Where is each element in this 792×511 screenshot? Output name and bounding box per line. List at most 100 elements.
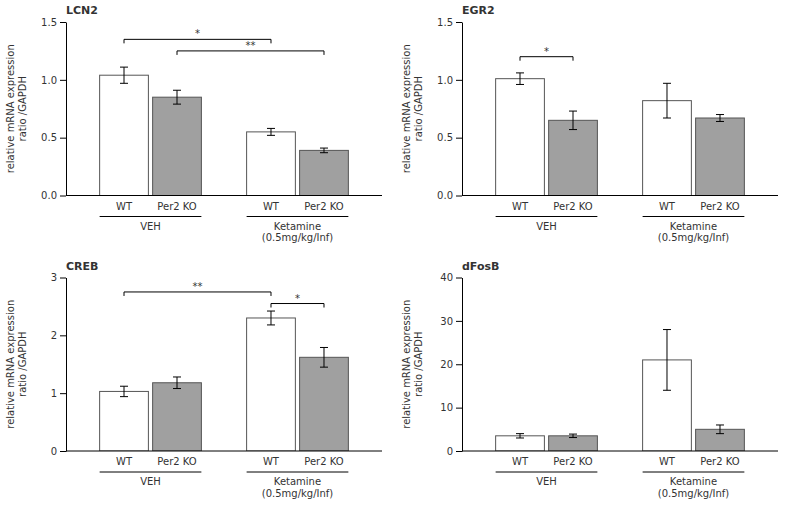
bar-label: Per2 KO (553, 456, 592, 467)
y-axis: 010203040 (440, 272, 462, 457)
significance-bracket (124, 292, 271, 296)
group-underline (643, 472, 745, 473)
y-tick-mark (456, 22, 462, 23)
x-axis-line (462, 195, 778, 196)
y-tick-mark (60, 80, 66, 81)
y-tick-label: 40 (440, 272, 453, 283)
y-tick: 1 (51, 388, 66, 399)
y-axis: 0123 (51, 272, 67, 457)
bar-label: WT (512, 456, 529, 467)
significance-label: * (544, 46, 549, 57)
y-tick-label: 0.5 (437, 132, 453, 143)
bar (696, 118, 745, 195)
plot-marks (496, 330, 745, 451)
bar-label: WT (116, 201, 133, 212)
error-bar (120, 67, 128, 83)
error-bar (569, 111, 577, 130)
y-tick-mark (60, 393, 66, 394)
y-axis-title: relative mRNA expressionratio /GAPDH (401, 44, 424, 173)
error-bar (267, 128, 275, 135)
x-axis-line (66, 451, 382, 452)
y-tick-label: 30 (440, 316, 453, 327)
y-axis-title: relative mRNA expressionratio /GAPDH (5, 300, 28, 429)
bar-label: Per2 KO (157, 456, 196, 467)
y-tick-mark (60, 335, 66, 336)
bar-label: WT (512, 201, 529, 212)
error-bar (663, 83, 671, 118)
bar (153, 97, 202, 195)
y-tick: 40 (440, 272, 462, 283)
group-underline (100, 472, 202, 473)
panel: 0.00.51.01.5WTPer2 KOVEHWTPer2 KOKetamin… (5, 4, 382, 243)
y-tick: 1.5 (437, 17, 462, 28)
y-tick-label: 1.5 (437, 17, 453, 28)
y-tick-mark (60, 278, 66, 279)
group-label: VEH (140, 221, 161, 232)
y-tick: 0.0 (41, 190, 66, 201)
bar-label: Per2 KO (304, 456, 343, 467)
bar-label: Per2 KO (700, 456, 739, 467)
group-underline (247, 472, 349, 473)
y-tick: 30 (440, 316, 462, 327)
y-tick: 2 (51, 330, 66, 341)
error-bar (173, 377, 181, 389)
y-tick-label: 2 (51, 330, 57, 341)
y-tick-label: 1 (51, 388, 57, 399)
y-tick: 10 (440, 402, 462, 413)
error-bar (320, 347, 328, 367)
plot-marks (100, 67, 349, 195)
group-label: Ketamine(0.5mg/kg/Inf) (262, 476, 334, 499)
bar-label: WT (659, 201, 676, 212)
significance-label: ** (245, 40, 255, 51)
y-tick: 0 (51, 446, 66, 457)
y-tick-label: 1.5 (41, 17, 57, 28)
x-axis-line (66, 195, 382, 196)
error-bar (173, 90, 181, 104)
y-axis-line (66, 278, 67, 452)
panel: 010203040WTPer2 KOVEHWTPer2 KOKetamine(0… (401, 260, 778, 499)
y-tick: 0.5 (437, 132, 462, 143)
y-tick: 1.0 (41, 75, 66, 86)
y-tick-label: 1.0 (41, 75, 57, 86)
y-tick-label: 10 (440, 402, 453, 413)
bar (300, 150, 349, 195)
y-tick-mark (456, 364, 462, 365)
bar-label: WT (263, 201, 280, 212)
error-bar (320, 148, 328, 153)
y-tick-mark (456, 80, 462, 81)
significance-bracket (520, 57, 573, 61)
error-bar (120, 386, 128, 396)
y-tick-mark (60, 196, 66, 197)
panel-title: LCN2 (66, 4, 98, 17)
bar (300, 357, 349, 451)
group-label: VEH (140, 476, 161, 487)
bar (549, 120, 598, 195)
group-label: VEH (536, 221, 557, 232)
group-underline (247, 216, 349, 217)
error-bar (516, 434, 524, 438)
panel-title: dFosB (462, 260, 499, 273)
y-tick: 20 (440, 359, 462, 370)
y-axis-line (66, 23, 67, 197)
group-underline (496, 216, 598, 217)
y-tick-mark (456, 451, 462, 452)
y-tick-mark (60, 22, 66, 23)
bar-label: Per2 KO (700, 201, 739, 212)
group-underline (496, 472, 598, 473)
bar-label: Per2 KO (553, 201, 592, 212)
significance-label: * (295, 293, 300, 304)
y-axis-line (462, 23, 463, 197)
y-tick: 0.5 (41, 132, 66, 143)
significance-bracket (177, 51, 324, 55)
y-tick-mark (456, 278, 462, 279)
bar-label: WT (263, 456, 280, 467)
significance-bracket (271, 304, 324, 308)
group-underline (100, 216, 202, 217)
error-bar (569, 434, 577, 437)
y-tick-mark (456, 408, 462, 409)
error-bar (716, 425, 724, 434)
bar (153, 383, 202, 451)
y-tick-label: 0.0 (437, 190, 453, 201)
panel: 0.00.51.01.5WTPer2 KOVEHWTPer2 KOKetamin… (401, 4, 778, 243)
panel-title: CREB (66, 260, 98, 273)
